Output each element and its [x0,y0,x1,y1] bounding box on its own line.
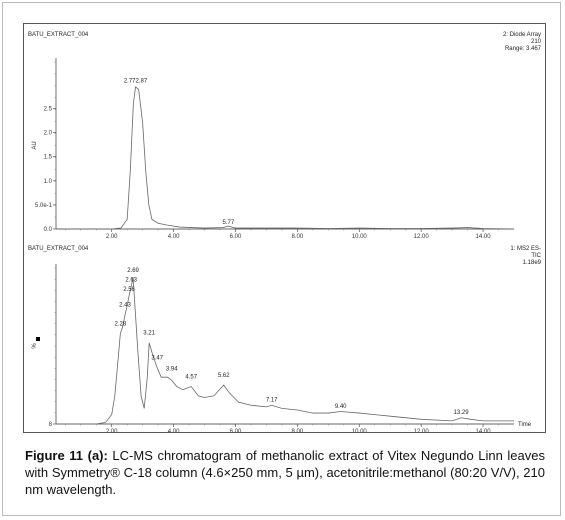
panel2-peak-label-7: 3.94 [166,367,178,373]
bullet-marker [36,337,40,341]
panel1-xtick-label-6: 14.00 [476,234,492,240]
panel1-xtick-label-5: 12.00 [414,234,430,240]
panel2-peak-label-9: 5.62 [218,373,230,379]
panel2-series-line-1 [56,277,514,425]
panel2-detector-line-1: 1: MS2 ES- [510,246,541,252]
panel1-peak-label-1: 5.77 [223,220,235,226]
panel2-sample-label: BATU_EXTRACT_004 [28,246,89,252]
panel2-peak-label-10: 7.17 [266,398,278,404]
panel1-xtick-label-1: 4.00 [168,234,180,240]
panel1-xtick-label-3: 8.00 [292,234,304,240]
panel1-ytick-label-3: 1.5 [44,155,53,161]
panel2-ytick-label-0: 8 [49,422,53,428]
panel1-y-axis-label: AU [32,141,38,149]
panel1-xtick-label-2: 6.00 [230,234,242,240]
panel2-peak-label-3: 2.63 [125,278,137,284]
panel1-series-line-1 [56,86,515,230]
panel2-xtick-label-5: 12.00 [414,429,430,432]
panel1-sample-label: BATU_EXTRACT_004 [28,32,89,38]
panel2-xtick-label-1: 4.00 [168,429,180,432]
panel1-detector-line-3: Range: 3.467 [505,46,542,52]
panel2-detector-line-3: 1.18e9 [523,260,542,266]
panel2-peak-label-4: 2.69 [127,268,139,274]
panel2-y-axis-label: % [32,343,38,349]
panel1-ytick-label-0: 0.0 [44,227,53,233]
panel2-peak-label-6: 3.47 [151,356,163,362]
panel1-detector-line-1: 2: Diode Array [503,32,541,38]
panel1-ytick-label-2: 1.0 [44,179,53,185]
panel2-xtick-label-3: 8.00 [292,429,304,432]
panel2-peak-label-8: 4.57 [185,374,197,380]
panel2-peak-label-5: 3.21 [143,331,155,337]
chromatogram-panel: BATU_EXTRACT_004 2: Diode Array 210 Range: … [23,23,546,433]
panel2-x-axis-label: Time [518,422,532,428]
panel2-detector-line-2: TIC [531,253,541,259]
panel2-xtick-label-6: 14.00 [476,429,492,432]
panel1-peak-label-0: 2.772.87 [124,78,148,84]
panel2-peak-label-11: 9.40 [335,404,347,410]
figure-frame: BATU_EXTRACT_004 2: Diode Array 210 Range: … [2,2,561,516]
panel1-ytick-label-5: 2.5 [44,107,53,113]
chromatogram-svg: BATU_EXTRACT_004 2: Diode Array210Range: … [28,32,542,432]
panel1-ytick-label-4: 2.0 [44,131,53,137]
panel1-detector-line-2: 210 [531,39,542,45]
panel1-ytick-label-1: 5.0e-1 [35,203,53,209]
panel2-xtick-label-2: 6.00 [230,429,242,432]
panel2-xtick-label-0: 2.00 [106,429,118,432]
caption-text: LC-MS chromatogram of methanolic extract… [25,448,545,497]
panel2-peak-label-12: 13.29 [454,410,470,416]
panel1-xtick-label-4: 10.00 [352,234,368,240]
panel2-peak-label-1: 2.43 [119,303,131,309]
panel1-xtick-label-0: 2.00 [106,234,118,240]
figure-caption: Figure 11 (a): LC-MS chromatogram of met… [25,447,545,498]
caption-label: Figure 11 (a): [25,448,108,463]
panel2-peak-label-0: 2.28 [115,321,127,327]
panel2-xtick-label-4: 10.00 [352,429,368,432]
panel2-peak-label-2: 2.56 [123,287,135,293]
